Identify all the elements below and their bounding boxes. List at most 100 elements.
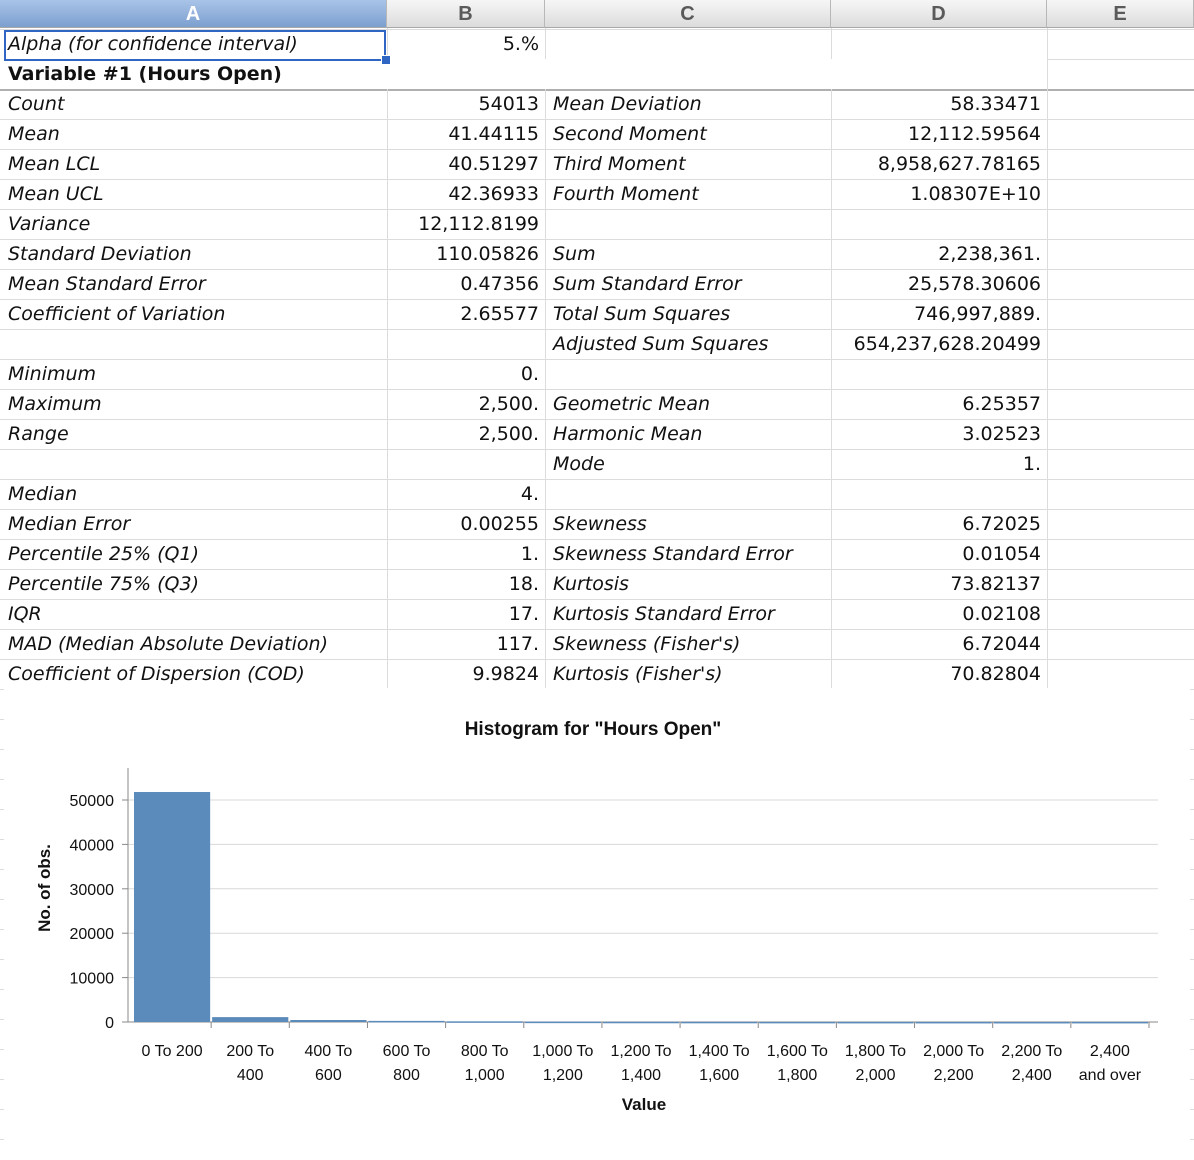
row-gridline (0, 29, 1194, 30)
row-gridline (0, 149, 1194, 150)
stat-value[interactable]: 2,500. (478, 423, 539, 445)
histogram-bar (837, 1021, 914, 1024)
stat-value[interactable]: 40.51297 (448, 153, 539, 175)
stat-label[interactable]: Mean LCL (8, 153, 101, 175)
stat-value[interactable]: 6.25357 (962, 393, 1041, 415)
stat-label[interactable]: Mean UCL (8, 183, 104, 205)
stat-label[interactable]: Percentile 25% (Q1) (8, 543, 200, 565)
histogram-bar (446, 1021, 523, 1023)
stat-value[interactable]: 2.65577 (460, 303, 539, 325)
stat-label[interactable]: Coefficient of Dispersion (COD) (8, 663, 305, 685)
stat-label[interactable]: Total Sum Squares (553, 303, 731, 325)
stat-value[interactable]: 1.08307E+10 (910, 183, 1041, 205)
stat-value[interactable]: 0.47356 (460, 273, 539, 295)
stat-label[interactable]: Sum Standard Error (553, 273, 742, 295)
column-header-b[interactable]: B (387, 0, 545, 28)
stat-value[interactable]: 110.05826 (436, 243, 539, 265)
active-cell-selection[interactable] (4, 30, 386, 61)
stat-label[interactable]: Skewness (553, 513, 647, 535)
x-tick-label: 600 To (383, 1043, 431, 1060)
stat-label[interactable]: Median Error (8, 513, 131, 535)
histogram-bar (759, 1021, 836, 1024)
stat-value[interactable]: 41.44115 (448, 123, 539, 145)
stat-value[interactable]: 8,958,627.78165 (877, 153, 1041, 175)
stat-label[interactable]: Standard Deviation (8, 243, 192, 265)
stat-label[interactable]: Percentile 75% (Q3) (8, 573, 200, 595)
x-tick-label: 800 (393, 1067, 420, 1084)
stat-value[interactable]: 70.82804 (950, 663, 1041, 685)
row-gridline (0, 209, 1194, 210)
stat-value[interactable]: 58.33471 (950, 93, 1041, 115)
stat-value[interactable]: 54013 (478, 93, 539, 115)
stat-value[interactable]: 42.36933 (448, 183, 539, 205)
stat-label[interactable]: Maximum (8, 393, 102, 415)
stat-label[interactable]: Geometric Mean (553, 393, 711, 415)
fill-handle[interactable] (381, 55, 391, 65)
column-header-e[interactable]: E (1047, 0, 1194, 28)
stat-label[interactable]: Minimum (8, 363, 97, 385)
stat-value[interactable]: 0.00255 (460, 513, 539, 535)
column-header-a[interactable]: A (0, 0, 387, 28)
row-gridline (0, 89, 1194, 91)
stat-label[interactable]: Count (8, 93, 65, 115)
stat-label[interactable]: Range (8, 423, 69, 445)
stat-label[interactable]: Median (8, 483, 78, 505)
histogram-bar (993, 1021, 1070, 1024)
stat-value[interactable]: 1. (520, 543, 539, 565)
stat-label[interactable]: Harmonic Mean (553, 423, 703, 445)
stat-label[interactable]: MAD (Median Absolute Deviation) (8, 633, 328, 655)
stat-value[interactable]: 73.82137 (950, 573, 1041, 595)
stat-value[interactable]: 0.02108 (962, 603, 1041, 625)
stat-label[interactable]: Kurtosis (Fisher's) (553, 663, 723, 685)
histogram-bar (602, 1021, 680, 1024)
stat-value[interactable]: 117. (496, 633, 539, 655)
stat-value[interactable]: 654,237,628.20499 (853, 333, 1041, 355)
stat-value[interactable]: 1. (1022, 453, 1041, 475)
stat-label[interactable]: Mean Standard Error (8, 273, 206, 295)
row-gridline (0, 239, 1194, 240)
stat-value[interactable]: 3.02523 (962, 423, 1041, 445)
stat-value[interactable]: 2,500. (478, 393, 539, 415)
stat-label[interactable]: Fourth Moment (553, 183, 699, 205)
stat-value[interactable]: 0.01054 (962, 543, 1041, 565)
x-tick-label: 0 To 200 (142, 1043, 203, 1060)
x-tick-label: 800 To (461, 1043, 509, 1060)
stat-value[interactable]: 6.72025 (962, 513, 1041, 535)
stat-label[interactable]: Mean (8, 123, 60, 145)
stat-label[interactable]: Variance (8, 213, 91, 235)
alpha-value[interactable]: 5.% (502, 33, 539, 55)
stat-label[interactable]: Adjusted Sum Squares (553, 333, 769, 355)
stat-label[interactable]: Kurtosis Standard Error (553, 603, 775, 625)
stat-value[interactable]: 6.72044 (962, 633, 1041, 655)
stat-value[interactable]: 2,238,361. (938, 243, 1041, 265)
stat-value[interactable]: 0. (520, 363, 539, 385)
stat-label[interactable]: Third Moment (553, 153, 686, 175)
stat-label[interactable]: Mode (553, 453, 605, 475)
stat-label[interactable]: Skewness (Fisher's) (553, 633, 741, 655)
stat-value[interactable]: 17. (508, 603, 539, 625)
stat-label[interactable]: Sum (553, 243, 596, 265)
stat-value[interactable]: 9.9824 (472, 663, 539, 685)
histogram-bar (1071, 1021, 1148, 1024)
stat-label[interactable]: Kurtosis (553, 573, 629, 595)
column-header-c[interactable]: C (545, 0, 831, 28)
stat-value[interactable]: 25,578.30606 (908, 273, 1041, 295)
stat-label[interactable]: IQR (8, 603, 42, 625)
stat-value[interactable]: 746,997,889. (914, 303, 1041, 325)
stat-value[interactable]: 4. (520, 483, 539, 505)
column-header-d[interactable]: D (831, 0, 1047, 28)
x-tick-label: 1,600 (699, 1067, 739, 1084)
x-tick-label: 2,000 To (923, 1043, 984, 1060)
stat-label[interactable]: Mean Deviation (553, 93, 702, 115)
histogram-chart: Histogram for "Hours Open" 0 10000 20000 300… (4, 688, 1190, 1160)
stat-label[interactable]: Coefficient of Variation (8, 303, 226, 325)
row-gridline (0, 419, 1194, 420)
stat-label[interactable]: Skewness Standard Error (553, 543, 793, 565)
alpha-label[interactable]: Alpha (for confidence interval) (8, 33, 298, 55)
histogram-bar (368, 1020, 445, 1023)
variable-header[interactable]: Variable #1 (Hours Open) (0, 59, 1047, 89)
stat-label[interactable]: Second Moment (553, 123, 707, 145)
stat-value[interactable]: 18. (508, 573, 539, 595)
stat-value[interactable]: 12,112.59564 (908, 123, 1041, 145)
stat-value[interactable]: 12,112.8199 (418, 213, 539, 235)
